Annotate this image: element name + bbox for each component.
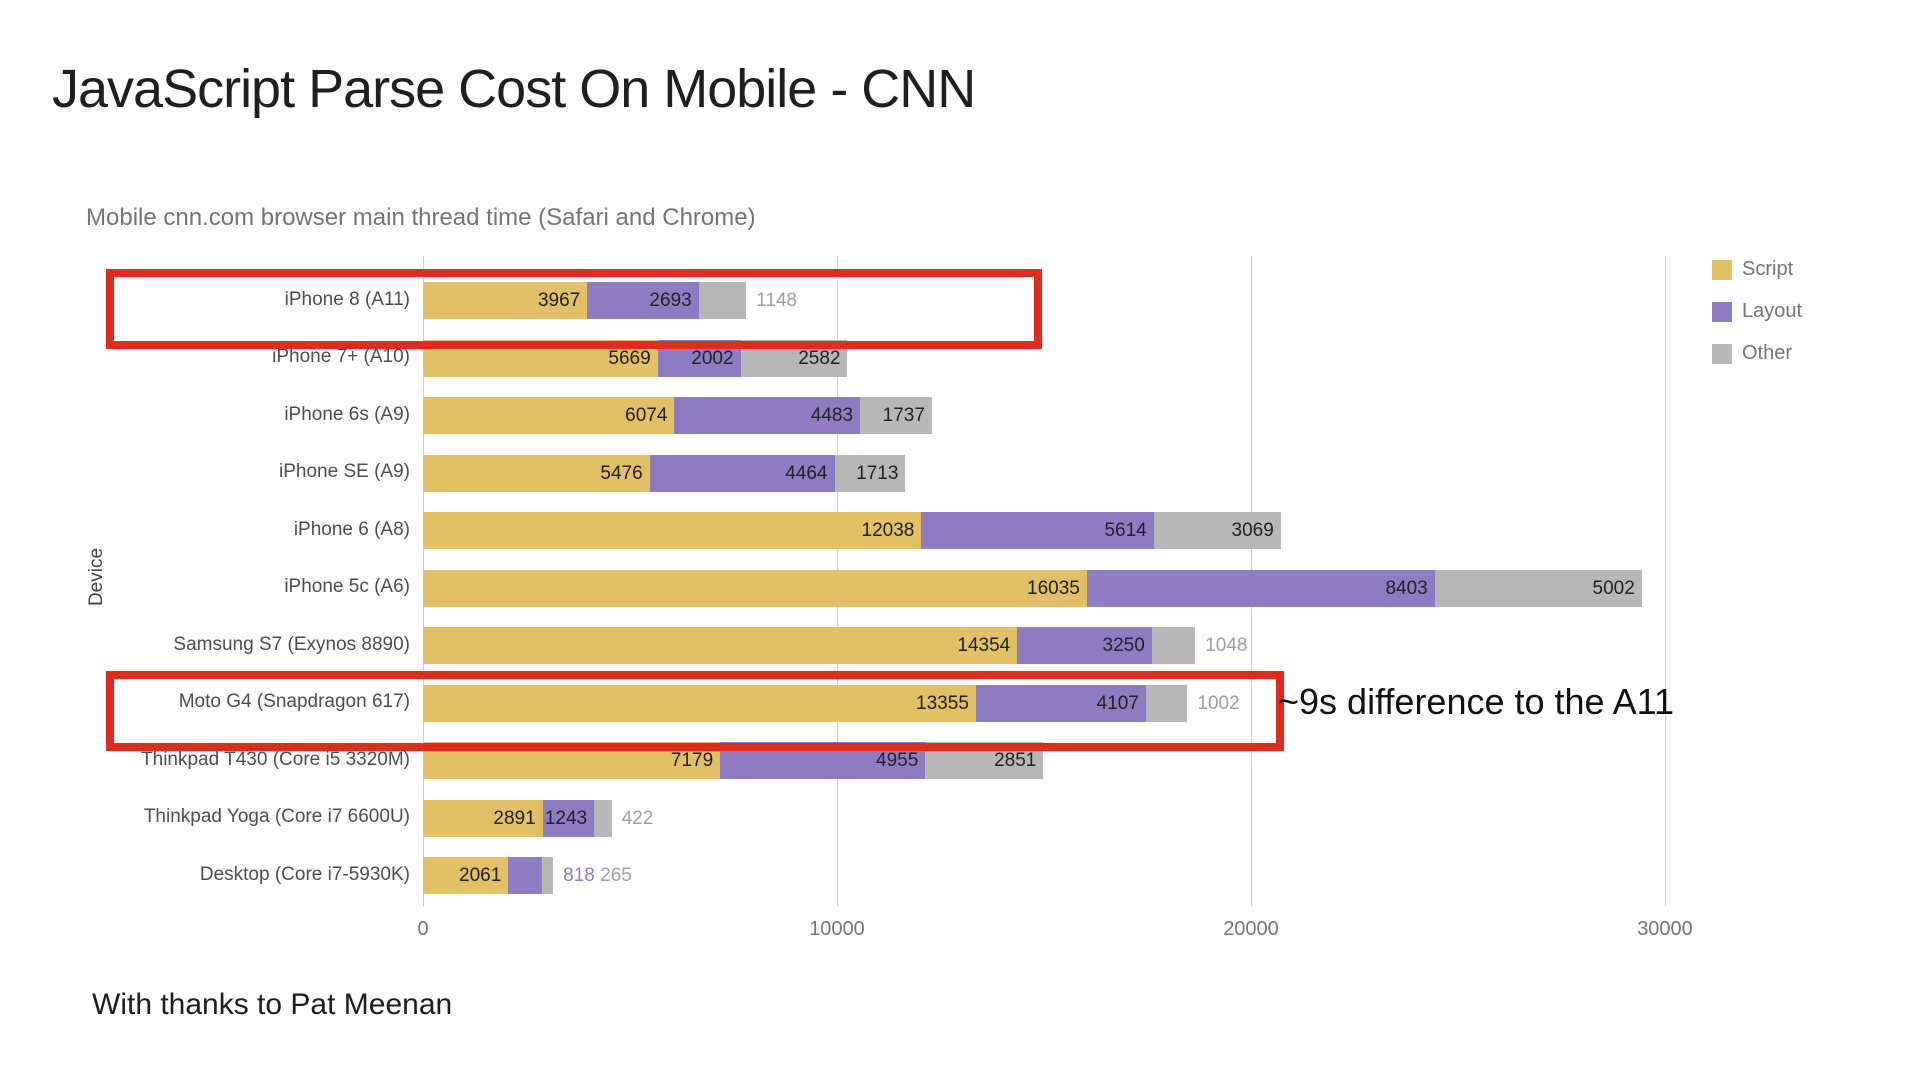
bar-segment-script bbox=[423, 569, 1087, 607]
legend-label: Script bbox=[1742, 258, 1794, 280]
bar-value-label: 3250 bbox=[1102, 635, 1145, 657]
device-label: iPhone 5c (A6) bbox=[284, 576, 410, 598]
bar-value-label-outside: 422 bbox=[621, 807, 654, 829]
bar-value-label: 4107 bbox=[1096, 692, 1139, 714]
x-tick-label: 10000 bbox=[809, 918, 865, 940]
chart-title: Mobile cnn.com browser main thread time … bbox=[86, 204, 756, 231]
bar-segment-layout bbox=[1017, 627, 1152, 665]
bar-segment-other bbox=[594, 799, 612, 837]
bar-segment-layout bbox=[921, 512, 1154, 550]
bar-value-label: 2693 bbox=[649, 290, 692, 312]
bar-value-label: 7179 bbox=[670, 750, 714, 772]
bar-segment-script bbox=[423, 627, 1018, 665]
footer-credit: With thanks to Pat Meenan bbox=[92, 988, 453, 1021]
bar-segment-script bbox=[423, 454, 650, 492]
bar-value-label: 13355 bbox=[916, 692, 969, 714]
bar-segment-other bbox=[834, 454, 906, 492]
bar-value-label: 2061 bbox=[459, 865, 502, 887]
device-label: Desktop (Core i7-5930K) bbox=[199, 863, 410, 885]
bar-segment-layout bbox=[1086, 569, 1435, 607]
bar-value-label: 1713 bbox=[856, 462, 899, 484]
bar-segment-layout bbox=[649, 454, 835, 492]
bar-value-label: 6074 bbox=[625, 405, 668, 427]
bar-value-label: 3069 bbox=[1231, 520, 1274, 542]
bar-segment-script bbox=[423, 857, 509, 895]
device-label: Thinkpad Yoga (Core i7 6600U) bbox=[143, 806, 410, 828]
x-tick-label: 30000 bbox=[1637, 918, 1693, 940]
device-label: iPhone 6s (A9) bbox=[284, 403, 410, 425]
x-tick-label: 20000 bbox=[1223, 918, 1279, 940]
bar-value-label: 5669 bbox=[608, 347, 651, 369]
bar-segment-script bbox=[423, 397, 675, 435]
bar-value-label: 14354 bbox=[957, 635, 1011, 657]
bar-value-label-outside: 1048 bbox=[1205, 635, 1248, 657]
chart-legend: Script Layout Other bbox=[1712, 258, 1802, 365]
bar-value-label: 4464 bbox=[785, 462, 828, 484]
bar-value-label: 2582 bbox=[798, 347, 841, 369]
bar-segment-other bbox=[1151, 627, 1196, 665]
bar-segment-layout bbox=[674, 397, 861, 435]
script-swatch-icon bbox=[1712, 259, 1732, 280]
bar-segment-script bbox=[423, 684, 976, 722]
bar-value-label: 5614 bbox=[1104, 520, 1147, 542]
device-label: iPhone 6 (A8) bbox=[293, 518, 410, 540]
bar-segment-layout bbox=[508, 857, 543, 895]
layout-swatch-icon bbox=[1712, 301, 1732, 322]
bar-value-label: 1737 bbox=[882, 405, 925, 427]
bar-segment-other bbox=[860, 397, 932, 435]
bar-value-label: 2002 bbox=[691, 347, 734, 369]
x-tick-label: 0 bbox=[417, 918, 429, 940]
bar-value-label: 12038 bbox=[861, 520, 915, 542]
legend-item-script: Script bbox=[1712, 258, 1802, 281]
bar-segment-other bbox=[1153, 512, 1281, 550]
bar-value-label-outside: 1148 bbox=[756, 290, 798, 312]
bar-segment-layout bbox=[975, 684, 1146, 722]
legend-label: Other bbox=[1742, 342, 1793, 364]
device-label: Moto G4 (Snapdragon 617) bbox=[178, 691, 410, 713]
bar-value-label-outside: 265 bbox=[600, 865, 632, 887]
bar-segment-other bbox=[542, 857, 554, 895]
device-label: Samsung S7 (Exynos 8890) bbox=[173, 633, 410, 655]
bar-segment-script bbox=[423, 799, 543, 837]
bar-value-label: 2891 bbox=[493, 807, 536, 829]
legend-item-layout: Layout bbox=[1712, 300, 1802, 323]
bar-value-label-outside: 1002 bbox=[1197, 692, 1240, 714]
device-label: iPhone SE (A9) bbox=[279, 461, 410, 483]
bar-segment-other bbox=[698, 282, 747, 320]
legend-label: Layout bbox=[1742, 300, 1803, 322]
device-label: Thinkpad T430 (Core i5 3320M) bbox=[141, 748, 410, 770]
bar-value-label: 5476 bbox=[600, 462, 643, 484]
bar-segment-script bbox=[423, 512, 922, 550]
bar-value-label-outside: 818 bbox=[563, 865, 595, 887]
device-label: iPhone 8 (A11) bbox=[284, 288, 410, 310]
bar-segment-other bbox=[1145, 684, 1188, 722]
page-title: JavaScript Parse Cost On Mobile - CNN bbox=[52, 59, 976, 119]
bar-value-label: 1243 bbox=[544, 807, 588, 829]
bar-segment-script bbox=[423, 282, 588, 320]
legend-item-other: Other bbox=[1712, 342, 1802, 365]
bar-segment-layout bbox=[542, 799, 595, 837]
other-swatch-icon bbox=[1712, 343, 1732, 364]
bar-segment-layout bbox=[587, 282, 699, 320]
gridline bbox=[1665, 256, 1666, 906]
device-label: iPhone 7+ (A10) bbox=[272, 346, 410, 368]
bar-value-label: 4483 bbox=[810, 405, 854, 427]
bar-segment-other bbox=[1434, 569, 1642, 607]
bar-value-label: 4955 bbox=[876, 750, 919, 772]
bar-value-label: 5002 bbox=[1592, 577, 1635, 599]
bar-value-label: 8403 bbox=[1385, 577, 1428, 599]
bar-value-label: 2851 bbox=[994, 750, 1037, 772]
bar-value-label: 16035 bbox=[1027, 577, 1080, 599]
bar-value-label: 3967 bbox=[537, 290, 581, 312]
